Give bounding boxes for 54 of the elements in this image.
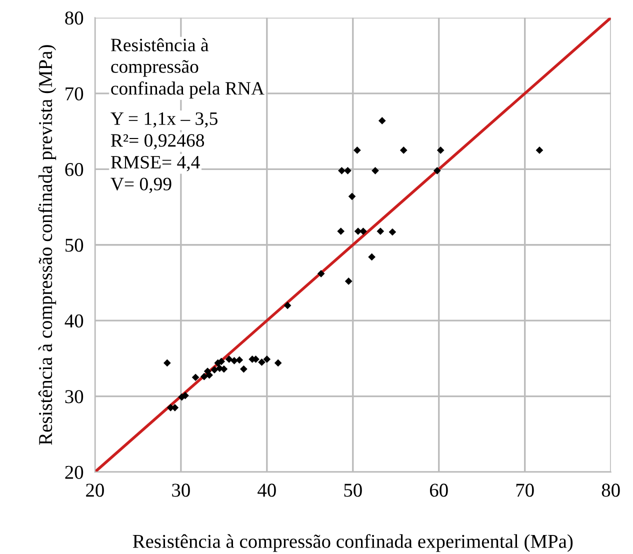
annotation: R²= 0,92468 bbox=[110, 134, 204, 150]
annotation: RMSE= 4,4 bbox=[110, 156, 200, 172]
y-tick-label: 80 bbox=[65, 12, 84, 25]
point bbox=[360, 228, 367, 235]
x-tick-label: 50 bbox=[344, 484, 362, 497]
point bbox=[433, 166, 441, 174]
point bbox=[263, 356, 271, 363]
point bbox=[192, 374, 200, 382]
y-tick-label: 70 bbox=[66, 87, 84, 100]
point bbox=[284, 302, 292, 310]
point bbox=[338, 166, 346, 174]
point bbox=[317, 270, 325, 278]
point bbox=[436, 146, 444, 154]
point bbox=[378, 117, 386, 124]
point bbox=[236, 356, 244, 364]
point bbox=[200, 372, 208, 380]
y-tick-label: 60 bbox=[65, 162, 84, 176]
point bbox=[368, 253, 376, 261]
point bbox=[388, 228, 396, 236]
point bbox=[210, 366, 218, 374]
point bbox=[354, 146, 361, 154]
point bbox=[240, 365, 248, 373]
point bbox=[206, 371, 213, 379]
y-tick-label: 50 bbox=[66, 238, 84, 252]
point bbox=[344, 166, 352, 174]
x-tick-label: 40 bbox=[258, 484, 276, 497]
x-tick-label: 70 bbox=[516, 484, 534, 497]
annotation: Y = 1,1x – 3,5 bbox=[110, 112, 218, 128]
point bbox=[400, 146, 408, 154]
x-tick-label: 20 bbox=[86, 484, 104, 497]
x-axis-title: Resistência à compressão confinada experimental (MPa) bbox=[132, 534, 573, 552]
y-tick-label: 40 bbox=[64, 314, 84, 328]
point bbox=[348, 192, 356, 200]
point bbox=[258, 358, 266, 366]
point bbox=[372, 166, 379, 174]
point bbox=[218, 358, 226, 366]
x-tick-label: 30 bbox=[172, 484, 190, 497]
annotation: V= 0,99 bbox=[110, 178, 172, 194]
point bbox=[230, 357, 238, 364]
point bbox=[274, 359, 282, 367]
x-tick-label: 60 bbox=[430, 484, 448, 497]
point bbox=[344, 278, 352, 285]
point bbox=[536, 146, 544, 154]
y-tick-label: 30 bbox=[65, 390, 84, 404]
y-tick-label: 20 bbox=[65, 466, 84, 479]
point bbox=[225, 356, 233, 363]
annotation: Resistência à compressão confinada pela RNA bbox=[110, 38, 264, 99]
point bbox=[182, 392, 189, 400]
point bbox=[376, 228, 384, 235]
point bbox=[337, 228, 345, 235]
y-axis-title: Resistência à compressão confinada prevista (MPa) bbox=[38, 45, 56, 445]
point bbox=[164, 359, 171, 367]
point bbox=[220, 365, 228, 373]
x-tick-label: 80 bbox=[602, 484, 620, 497]
